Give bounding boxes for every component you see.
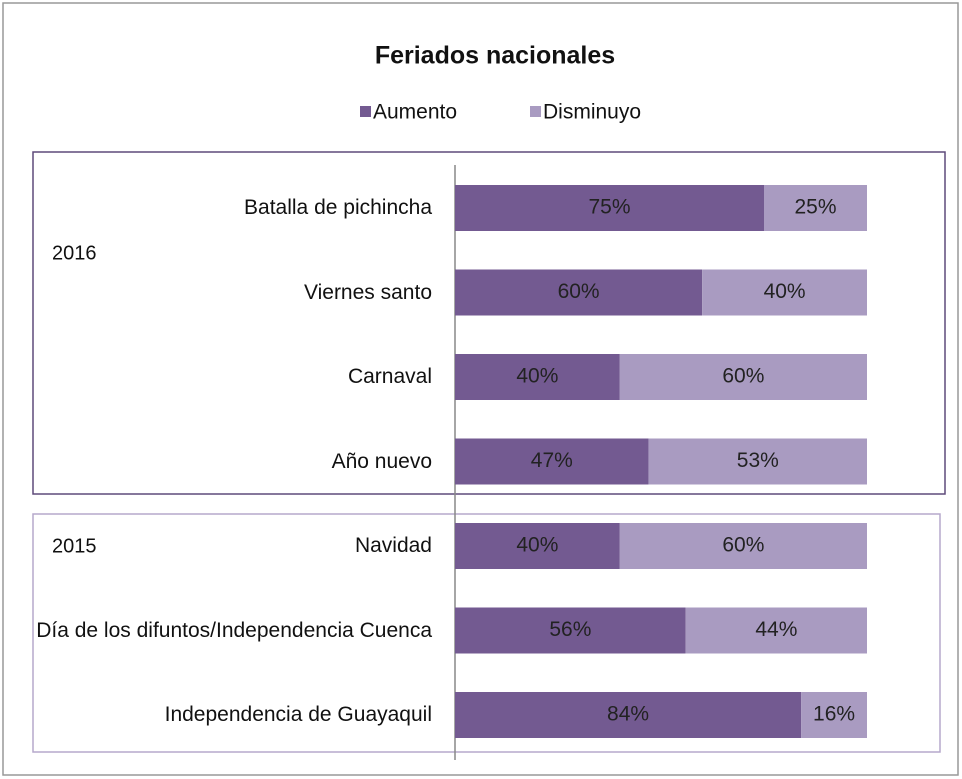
legend-label: Disminuyo (543, 101, 641, 124)
category-label: Independencia de Guayaquil (164, 703, 432, 726)
group-box-2015 (32, 513, 941, 753)
value-label: 40% (764, 280, 806, 303)
value-label: 25% (794, 196, 836, 219)
legend-label: Aumento (373, 101, 457, 124)
category-label: Carnaval (347, 365, 432, 388)
category-label: Día de los difuntos/Independencia Cuenca (36, 618, 432, 642)
bar-segment (455, 607, 686, 654)
legend-swatch (530, 106, 541, 117)
value-label: 16% (813, 703, 855, 726)
bar-segment (455, 438, 649, 485)
value-label: 40% (516, 534, 558, 557)
bar-segment (455, 185, 764, 231)
category-label: Viernes santo (303, 280, 432, 304)
bar-segment (455, 692, 802, 738)
value-label: 84% (607, 703, 649, 726)
bar-segment (455, 269, 703, 316)
value-label: 53% (737, 449, 779, 472)
bar-segment (801, 692, 867, 738)
chart-title: Feriados nacionales (375, 42, 615, 70)
bar-segment (619, 354, 867, 400)
bar-segment (702, 269, 867, 316)
value-label: 44% (755, 618, 797, 641)
bar-segment (455, 523, 620, 569)
bar-segment (685, 607, 867, 654)
value-label: 56% (549, 618, 591, 641)
category-label: Batalla de pichincha (244, 196, 432, 219)
bar-segment (764, 185, 867, 231)
annotation: 2015 (52, 535, 97, 557)
category-label: Navidad (354, 534, 432, 557)
group-box-2016 (32, 151, 946, 495)
value-label: 60% (722, 534, 764, 557)
annotation: 2016 (52, 242, 97, 264)
value-label: 60% (558, 280, 600, 303)
bar-segment (455, 354, 620, 400)
bar-segment (648, 438, 867, 485)
value-label: 40% (516, 365, 558, 388)
bar-segment (619, 523, 867, 569)
category-label: Año nuevo (331, 449, 432, 473)
value-label: 60% (722, 365, 764, 388)
legend-swatch (360, 106, 371, 117)
value-label: 75% (588, 196, 630, 219)
value-label: 47% (531, 449, 573, 472)
